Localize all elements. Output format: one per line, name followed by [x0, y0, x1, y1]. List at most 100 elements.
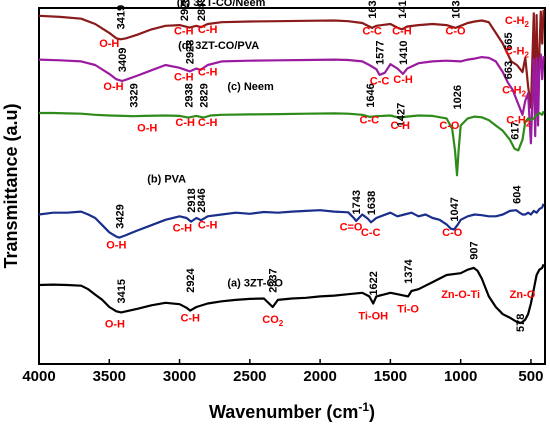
peak-label: 617	[509, 121, 521, 139]
peak-label: 2849	[196, 0, 208, 21]
band-label-text: C-H	[174, 71, 194, 83]
band-label: C-H	[198, 117, 218, 129]
peak-label: 2928	[185, 40, 197, 64]
peak-label: 3419	[116, 5, 128, 29]
band-label: C-H2	[505, 15, 530, 29]
spectrum-label: (c) Neem	[227, 81, 274, 93]
band-label-subscript: 2	[522, 89, 527, 98]
band-label: Zn-O-Ti	[441, 289, 480, 301]
band-label: C-H	[175, 117, 195, 129]
band-label-text: O-H	[105, 318, 125, 330]
band-label: C-O	[442, 227, 463, 239]
band-label: C=O	[340, 222, 363, 234]
band-label: C-H2	[505, 45, 530, 59]
y-axis-title: Transmittance (a.u)	[1, 103, 21, 268]
band-label-text: C-O	[439, 120, 460, 132]
peak-label: 907	[469, 241, 481, 259]
band-label: C-C	[361, 227, 381, 239]
peak-label: 2924	[185, 267, 197, 292]
band-label: Ti-O	[397, 303, 419, 315]
spectrum-label: (d) 3ZT-CO/PVA	[178, 40, 259, 52]
peak-label: 1622	[368, 271, 380, 295]
band-label-text: C-H	[390, 120, 410, 132]
band-label-text: C-H	[392, 26, 412, 38]
x-tick-label: 4000	[22, 368, 55, 385]
band-label-subscript: 2	[279, 319, 284, 328]
spectrum-line-3	[38, 203, 545, 239]
band-label: O-H	[106, 239, 126, 251]
peak-label: 3329	[128, 83, 140, 107]
band-label: Zn-O	[510, 289, 536, 301]
band-label-text: C-H	[198, 117, 218, 129]
band-label-text: O-H	[106, 239, 126, 251]
band-label: C-H	[174, 71, 194, 83]
band-label-subscript: 2	[524, 20, 529, 29]
peak-label: 3415	[116, 279, 128, 303]
band-label: C-H2	[506, 115, 531, 129]
band-label: O-H	[137, 123, 157, 135]
peak-wavenumber-labels: 3419 2929 2849 1630 1418 1037 665 3409 2928 1577 1…	[114, 0, 527, 332]
band-label-text: C-H	[502, 84, 522, 96]
band-label: C-O	[439, 120, 460, 132]
peak-label: 1630	[367, 0, 379, 19]
spectrum-line-2	[39, 110, 545, 177]
spectra-lines	[38, 9, 545, 325]
x-tick-label: 1500	[374, 368, 407, 385]
x-tick-label: 1000	[444, 368, 477, 385]
peak-label: 2929	[179, 0, 191, 21]
spectrum-line-4	[38, 263, 545, 325]
band-label-text: C-H	[198, 67, 218, 79]
band-label: C-H	[392, 26, 412, 38]
peak-label: 1047	[449, 197, 461, 221]
x-tick-label: 500	[518, 368, 543, 385]
band-label-text: C-H	[393, 74, 413, 86]
band-label: O-H	[105, 318, 125, 330]
spectrum-line-0	[38, 9, 545, 116]
x-tick-label: 3500	[93, 368, 126, 385]
spectrum-label: (a) 3ZT-CO	[227, 277, 283, 289]
band-label-text: CO	[262, 314, 279, 326]
peak-label: 3429	[114, 204, 126, 228]
peak-label: 2846	[196, 188, 208, 212]
band-label: C-H	[174, 26, 194, 38]
band-label-text: C-H	[174, 26, 194, 38]
band-label-text: C-C	[360, 115, 380, 127]
band-label: C-O	[445, 26, 466, 38]
band-label-text: C-H	[505, 45, 525, 57]
peak-label: 1026	[452, 85, 464, 109]
peak-label: 1037	[450, 0, 462, 19]
peak-label: 578	[515, 314, 527, 332]
band-label: C-C	[360, 115, 380, 127]
spectrum-label: (b) PVA	[147, 173, 186, 185]
peak-label: 665	[503, 32, 515, 50]
band-label: C-H	[198, 24, 218, 36]
peak-label: 1743	[351, 190, 363, 214]
peak-label: 3409	[117, 48, 129, 72]
band-label: Ti-OH	[358, 311, 388, 323]
peak-label: 1374	[403, 259, 415, 284]
band-label: C-C	[362, 26, 382, 38]
peak-label: 1410	[398, 40, 410, 64]
peak-label: 1427	[396, 103, 408, 127]
band-label-text: Ti-O	[397, 303, 419, 315]
band-label-text: C-H	[173, 223, 193, 235]
band-label-text: C-H	[198, 220, 218, 232]
peak-label: 1638	[366, 191, 378, 215]
x-tick-label: 3000	[163, 368, 196, 385]
x-tick-label: 2000	[303, 368, 336, 385]
peak-label: 1577	[375, 40, 387, 64]
peak-label: 2337	[268, 268, 280, 292]
band-label: C-H	[393, 74, 413, 86]
band-label-text: C-O	[445, 26, 466, 38]
band-label: C-H	[180, 312, 200, 324]
peak-label: 1646	[365, 83, 377, 107]
band-label: O-H	[103, 81, 123, 93]
band-label: O-H	[99, 38, 119, 50]
x-axis-title: Wavenumber (cm-1)	[209, 400, 375, 422]
band-label-text: C-O	[442, 227, 463, 239]
band-label-text: C-H	[175, 117, 195, 129]
spectrum-line-1	[38, 53, 545, 145]
band-label-text: O-H	[103, 81, 123, 93]
band-label-text: C=O	[340, 222, 363, 234]
